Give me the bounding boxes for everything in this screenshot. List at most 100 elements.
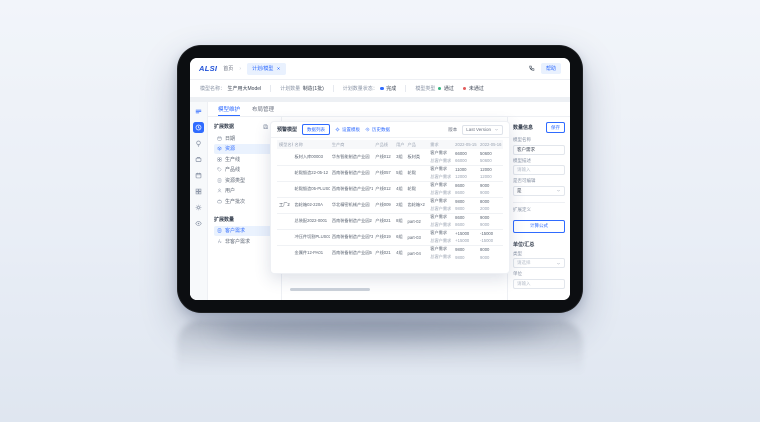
rail-button-clock-icon[interactable]: [193, 122, 204, 133]
briefcase-icon: [195, 156, 202, 163]
tree-item[interactable]: 生产批次: [214, 196, 277, 207]
breadcrumb[interactable]: 首页: [223, 66, 234, 72]
subtab-1[interactable]: 布局管理: [252, 107, 275, 113]
name-cell: 金属件12-PA01: [292, 244, 330, 261]
calendar-icon: [195, 172, 202, 179]
name-cell: 轮毂锻造22-05-12: [292, 164, 330, 181]
value-cell: 8600: [453, 180, 479, 189]
table-subrow[interactable]: 总客户需求 66000 50600: [277, 157, 503, 165]
tree-item[interactable]: 用户: [214, 186, 277, 197]
card-action-1[interactable]: 设置模板: [335, 127, 360, 133]
site-cell: 西南装备制造产业园2: [329, 212, 374, 229]
input-field[interactable]: 请输入: [513, 165, 565, 175]
table-row[interactable]: 板材入库00003 华东智能制造产业园 产线012 3组 板材类 客户需求 66000 506…: [277, 149, 503, 159]
tree-item[interactable]: 非客户需求: [214, 236, 277, 247]
user-cell: 4组: [394, 180, 406, 197]
table-row[interactable]: 轮毂锻造05-PLUS01 西南装备制造产业园*1 产线012 4组 轮毂 客户需求 860…: [277, 180, 503, 197]
table-row[interactable]: 轮毂锻造22-05-12 西南装备制造产业园 产线057 5组 轮毂 客户需求 11000 1…: [277, 164, 503, 181]
tree-section-title: 扩展数量: [214, 216, 235, 223]
table-row[interactable]: 工厂2 齿轮箱02-220A 华北精密机械产业园 产线009 2组 齿轮箱×2 客户需求 98…: [277, 196, 503, 213]
demand-type-cell: 客户需求: [428, 196, 454, 205]
select-field[interactable]: 请选择: [513, 258, 565, 268]
briefcase-icon: [217, 199, 222, 204]
info-label: 模型名称：: [200, 86, 226, 92]
value-cell: 8000: [478, 196, 503, 205]
line-cell: 产线021: [373, 212, 395, 229]
tree-item-label: 生产批次: [225, 198, 246, 205]
tree-item[interactable]: 资源: [214, 143, 277, 154]
rail-button-bulb-icon[interactable]: [193, 138, 204, 149]
input-field[interactable]: 客户需求: [513, 144, 565, 155]
rail-button-calendar-icon[interactable]: [193, 170, 204, 181]
tree-item[interactable]: 产品线: [214, 165, 277, 176]
formula-button[interactable]: 计算公式: [513, 219, 565, 233]
save-button[interactable]: 保存: [546, 122, 565, 133]
save-icon[interactable]: [263, 124, 269, 130]
info-label: 计划数量: [280, 86, 301, 92]
card-action-2[interactable]: 历史数据: [365, 127, 390, 133]
line-cell: 产线057: [373, 164, 395, 181]
value-cell: 12000: [480, 174, 492, 180]
table-subrow[interactable]: 总客户需求 9800 2000: [277, 205, 503, 213]
card-action-label: 历史数据: [372, 126, 391, 132]
horizontal-scrollbar[interactable]: [290, 288, 370, 291]
tree-item[interactable]: 客户需求: [214, 225, 277, 236]
user-icon: [217, 188, 222, 193]
table-row[interactable]: 总装配2022-0001 西南装备制造产业园2 产线021 8组 part-02 客户需求…: [277, 212, 503, 229]
breadcrumb-separator: ›: [239, 65, 241, 72]
value-cell: 9800: [455, 206, 465, 212]
body-row: 扩展数据 日期 资源 生产线 产品线 资源类型 用户 生产批次 扩展数量 客户需求 非客户需求 数量…: [208, 117, 570, 300]
site-cell: 华东智能制造产业园: [331, 153, 370, 159]
card-tab-active[interactable]: 数据列表: [302, 124, 331, 135]
input-field[interactable]: 请输入: [513, 278, 565, 289]
clock-icon: [195, 124, 202, 131]
table-subrow[interactable]: 总客户需求 9800 9000: [277, 253, 503, 261]
rail-button-menu-icon[interactable]: [193, 106, 204, 117]
app-screen: ALSI 首页 › 计划/模型 帮助 模型名称： 生产用大Model 计划数量 制造(…: [190, 58, 570, 300]
subtab-0[interactable]: 模型维护: [218, 105, 241, 116]
table-subrow[interactable]: 总客户需求 12000 12000: [277, 173, 503, 181]
phone-icon[interactable]: [528, 65, 535, 72]
app-logo: ALSI: [199, 64, 218, 73]
value-cell: 11000: [453, 164, 479, 173]
rail-button-grid-icon[interactable]: [193, 186, 204, 197]
value-cell: -15000: [480, 238, 494, 244]
table-row[interactable]: 金属件12-PA01 西南装备制造产业园5 产线021 4组 part-04 客户需求 98…: [277, 244, 503, 261]
table-subrow[interactable]: 总客户需求 8600 9000: [277, 189, 503, 197]
info-segment: 模型类型 通过: [415, 85, 454, 92]
tree-item[interactable]: 日期: [214, 133, 277, 144]
table-body: 板材入库00003 华东智能制造产业园 产线012 3组 板材类 客户需求 66000 506…: [277, 149, 503, 261]
rail-button-eye-icon[interactable]: [193, 218, 204, 229]
name-cell: 冲压件切割PLUS03: [292, 228, 330, 245]
table-subrow[interactable]: 总客户需求 8600 9000: [277, 221, 503, 229]
tree-item[interactable]: 生产线: [214, 154, 277, 165]
column-header: 生产商: [329, 140, 374, 149]
rail-button-briefcase-icon[interactable]: [193, 154, 204, 165]
field-label: 类型: [513, 250, 522, 256]
value-cell: 9800: [453, 196, 479, 205]
info-value: 完成: [386, 86, 397, 92]
panel-title: 数量信息: [513, 125, 534, 131]
line-cell: 产线021: [373, 244, 395, 261]
line-cell: 产线012: [373, 180, 395, 197]
value-cell: 50600: [480, 158, 492, 164]
help-button[interactable]: 帮助: [540, 63, 561, 74]
tree-item-label: 日期: [225, 135, 236, 142]
chevron-down-icon: [494, 127, 499, 132]
column-header: 2022-05-15: [453, 140, 479, 149]
model-info-bar: 模型名称： 生产用大Model 计划数量 制造(1批) 计划数量状态： 完成 模型类型 通过 未…: [190, 80, 570, 97]
card-header: 预警模型 数据列表 设置模板 历史数据 版本 Last Version: [271, 122, 509, 138]
select-field[interactable]: 是: [513, 185, 565, 196]
demand-type-cell: 总客户需求: [430, 221, 452, 227]
value-cell: 12000: [455, 174, 467, 180]
table-row[interactable]: 冲压件切割PLUS03 西南装备制造产业园*3 产线019 6组 part-03 客户需求…: [277, 228, 503, 245]
version-select[interactable]: Last Version: [462, 124, 503, 135]
tree-item[interactable]: 资源类型: [214, 175, 277, 186]
rail-button-gear-icon[interactable]: [193, 202, 204, 213]
close-icon[interactable]: [276, 66, 281, 71]
product-cell: part-02: [405, 212, 429, 229]
line-cell: 产线012: [375, 153, 391, 159]
open-tab[interactable]: 计划/模型: [246, 62, 287, 75]
table-subrow[interactable]: 总客户需求 +15000 -15000: [277, 237, 503, 245]
tablet-reflection: [177, 320, 583, 392]
